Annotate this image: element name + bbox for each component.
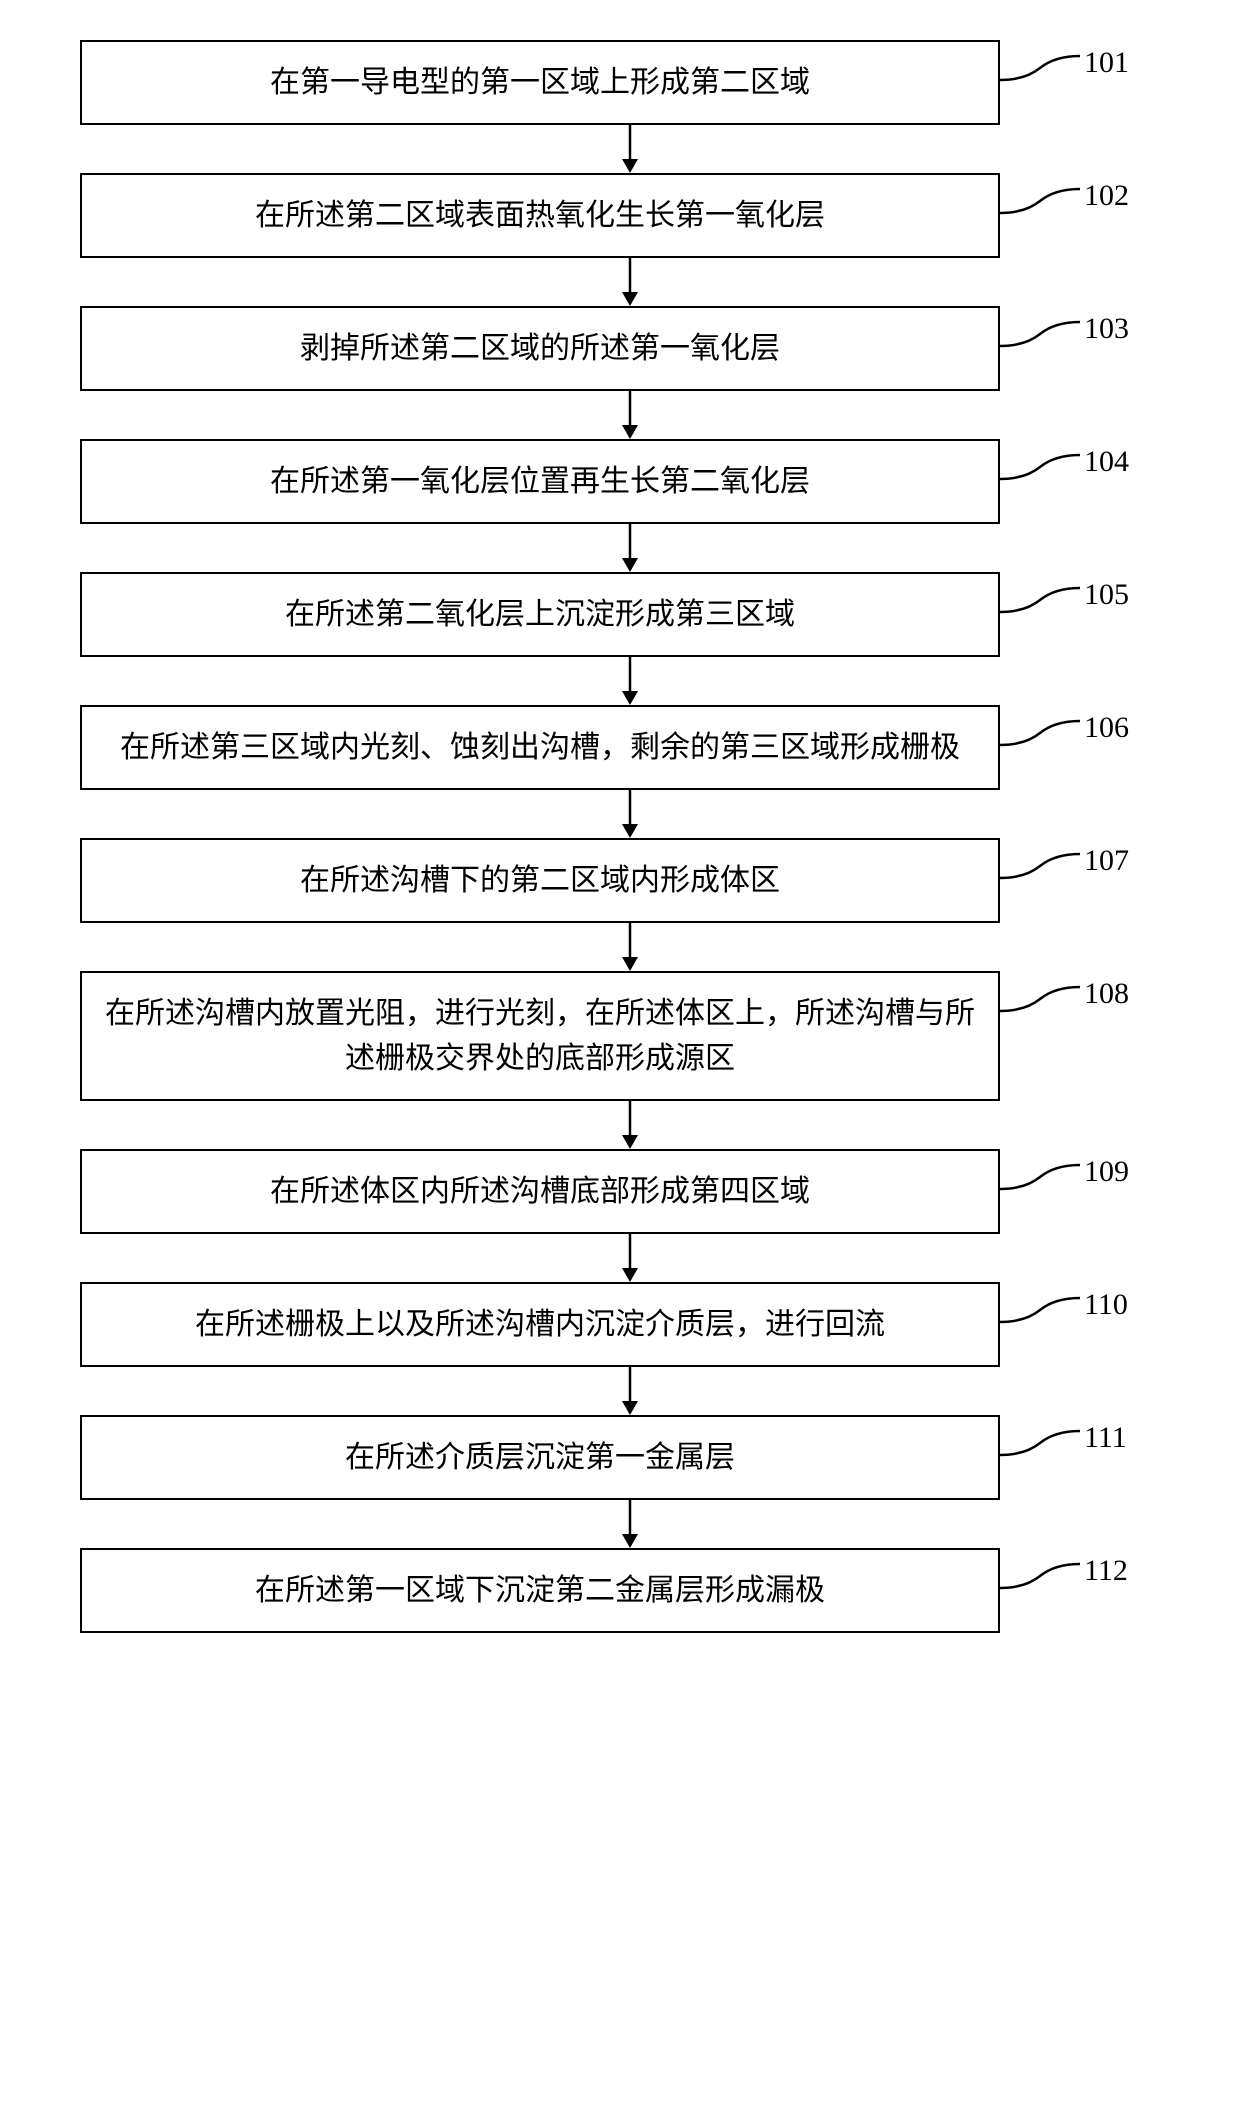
step-text: 在所述介质层沉淀第一金属层 [345, 1435, 735, 1480]
step-number: 107 [1084, 844, 1129, 878]
step-label-wrap: 104 [1000, 449, 1129, 485]
arrow-down-icon [618, 657, 642, 705]
arrow-wrap [150, 657, 1110, 705]
step-box-102: 在所述第二区域表面热氧化生长第一氧化层 [80, 173, 1000, 258]
step-text: 在所述第三区域内光刻、蚀刻出沟槽，剩余的第三区域形成栅极 [120, 725, 960, 770]
step-box-110: 在所述栅极上以及所述沟槽内沉淀介质层，进行回流 [80, 1282, 1000, 1367]
connector-curve-icon [1000, 1558, 1080, 1594]
step-box-104: 在所述第一氧化层位置再生长第二氧化层 [80, 439, 1000, 524]
arrow-wrap [150, 391, 1110, 439]
step-box-101: 在第一导电型的第一区域上形成第二区域 [80, 40, 1000, 125]
step-box-109: 在所述体区内所述沟槽底部形成第四区域 [80, 1149, 1000, 1234]
arrow-down-icon [618, 391, 642, 439]
step-number: 103 [1084, 312, 1129, 346]
arrow-down-icon [618, 1101, 642, 1149]
step-text: 在所述第一区域下沉淀第二金属层形成漏极 [255, 1568, 825, 1613]
step-label-wrap: 110 [1000, 1292, 1128, 1328]
step-label-wrap: 105 [1000, 582, 1129, 618]
step-text: 剥掉所述第二区域的所述第一氧化层 [300, 326, 780, 371]
arrow-down-icon [618, 1367, 642, 1415]
step-row: 在所述第三区域内光刻、蚀刻出沟槽，剩余的第三区域形成栅极 106 [60, 705, 1180, 790]
connector-curve-icon [1000, 449, 1080, 485]
connector-curve-icon [1000, 715, 1080, 751]
step-box-112: 在所述第一区域下沉淀第二金属层形成漏极 [80, 1548, 1000, 1633]
arrow-down-icon [618, 125, 642, 173]
step-label-wrap: 111 [1000, 1425, 1127, 1461]
step-label-wrap: 106 [1000, 715, 1129, 751]
step-row: 在所述体区内所述沟槽底部形成第四区域 109 [60, 1149, 1180, 1234]
step-row: 剥掉所述第二区域的所述第一氧化层 103 [60, 306, 1180, 391]
connector-curve-icon [1000, 1292, 1080, 1328]
arrow-down-icon [618, 790, 642, 838]
step-row: 在所述第一区域下沉淀第二金属层形成漏极 112 [60, 1548, 1180, 1633]
step-row: 在所述沟槽下的第二区域内形成体区 107 [60, 838, 1180, 923]
arrow-down-icon [618, 1234, 642, 1282]
step-number: 108 [1084, 977, 1129, 1011]
connector-curve-icon [1000, 183, 1080, 219]
arrow-wrap [150, 125, 1110, 173]
step-number: 106 [1084, 711, 1129, 745]
step-label-wrap: 101 [1000, 50, 1129, 86]
arrow-down-icon [618, 258, 642, 306]
step-number: 111 [1084, 1421, 1127, 1455]
step-box-107: 在所述沟槽下的第二区域内形成体区 [80, 838, 1000, 923]
connector-curve-icon [1000, 1425, 1080, 1461]
step-number: 104 [1084, 445, 1129, 479]
arrow-down-icon [618, 524, 642, 572]
arrow-wrap [150, 923, 1110, 971]
step-label-wrap: 103 [1000, 316, 1129, 352]
step-text: 在所述沟槽下的第二区域内形成体区 [300, 858, 780, 903]
arrow-wrap [150, 1234, 1110, 1282]
step-label-wrap: 109 [1000, 1159, 1129, 1195]
step-text: 在所述第二氧化层上沉淀形成第三区域 [285, 592, 795, 637]
step-text: 在所述栅极上以及所述沟槽内沉淀介质层，进行回流 [195, 1302, 885, 1347]
step-box-111: 在所述介质层沉淀第一金属层 [80, 1415, 1000, 1500]
arrow-wrap [150, 790, 1110, 838]
step-box-106: 在所述第三区域内光刻、蚀刻出沟槽，剩余的第三区域形成栅极 [80, 705, 1000, 790]
step-row: 在所述第一氧化层位置再生长第二氧化层 104 [60, 439, 1180, 524]
arrow-wrap [150, 1500, 1110, 1548]
step-label-wrap: 102 [1000, 183, 1129, 219]
arrow-wrap [150, 524, 1110, 572]
arrow-wrap [150, 258, 1110, 306]
step-label-wrap: 112 [1000, 1558, 1128, 1594]
step-row: 在第一导电型的第一区域上形成第二区域 101 [60, 40, 1180, 125]
step-row: 在所述第二氧化层上沉淀形成第三区域 105 [60, 572, 1180, 657]
step-number: 101 [1084, 46, 1129, 80]
connector-curve-icon [1000, 316, 1080, 352]
step-text: 在所述体区内所述沟槽底部形成第四区域 [270, 1169, 810, 1214]
step-box-103: 剥掉所述第二区域的所述第一氧化层 [80, 306, 1000, 391]
arrow-wrap [150, 1367, 1110, 1415]
connector-curve-icon [1000, 848, 1080, 884]
connector-curve-icon [1000, 50, 1080, 86]
arrow-down-icon [618, 1500, 642, 1548]
arrow-down-icon [618, 923, 642, 971]
step-number: 109 [1084, 1155, 1129, 1189]
flowchart-container: 在第一导电型的第一区域上形成第二区域 101 在所述第二区域表面热氧化生长第一氧… [60, 40, 1180, 1633]
step-box-108: 在所述沟槽内放置光阻，进行光刻，在所述体区上，所述沟槽与所述栅极交界处的底部形成… [80, 971, 1000, 1101]
step-row: 在所述沟槽内放置光阻，进行光刻，在所述体区上，所述沟槽与所述栅极交界处的底部形成… [60, 971, 1180, 1101]
step-row: 在所述第二区域表面热氧化生长第一氧化层 102 [60, 173, 1180, 258]
step-number: 112 [1084, 1554, 1128, 1588]
step-row: 在所述栅极上以及所述沟槽内沉淀介质层，进行回流 110 [60, 1282, 1180, 1367]
step-text: 在第一导电型的第一区域上形成第二区域 [270, 60, 810, 105]
step-number: 110 [1084, 1288, 1128, 1322]
step-number: 102 [1084, 179, 1129, 213]
step-row: 在所述介质层沉淀第一金属层 111 [60, 1415, 1180, 1500]
arrow-wrap [150, 1101, 1110, 1149]
step-text: 在所述第一氧化层位置再生长第二氧化层 [270, 459, 810, 504]
step-number: 105 [1084, 578, 1129, 612]
connector-curve-icon [1000, 582, 1080, 618]
step-label-wrap: 108 [1000, 981, 1129, 1017]
connector-curve-icon [1000, 981, 1080, 1017]
step-text: 在所述第二区域表面热氧化生长第一氧化层 [255, 193, 825, 238]
connector-curve-icon [1000, 1159, 1080, 1195]
step-text: 在所述沟槽内放置光阻，进行光刻，在所述体区上，所述沟槽与所述栅极交界处的底部形成… [102, 991, 978, 1081]
step-label-wrap: 107 [1000, 848, 1129, 884]
step-box-105: 在所述第二氧化层上沉淀形成第三区域 [80, 572, 1000, 657]
